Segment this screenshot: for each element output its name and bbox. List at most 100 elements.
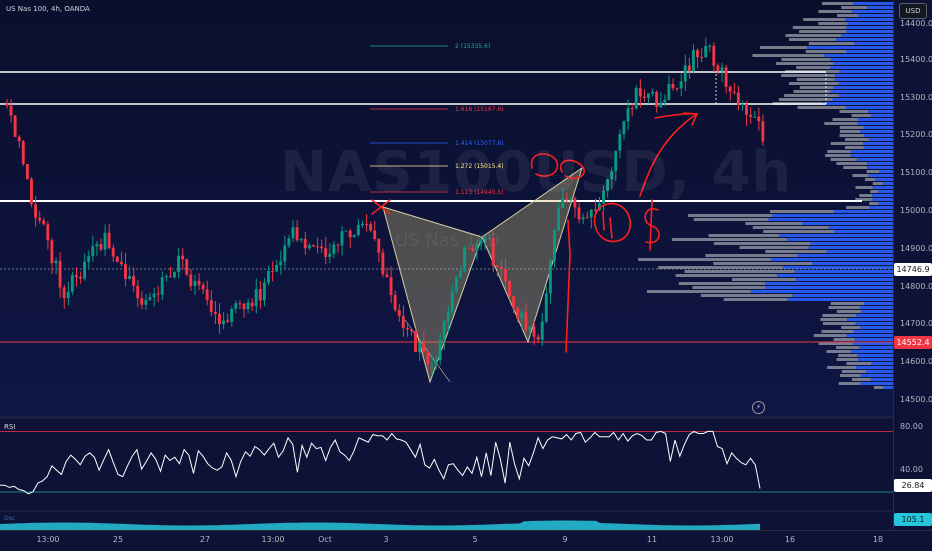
annotation-line — [565, 219, 571, 353]
volume-profile-bar — [833, 210, 893, 213]
candle — [356, 224, 360, 236]
volume-profile-bar — [825, 154, 851, 157]
candle — [197, 280, 201, 285]
candle — [520, 312, 524, 319]
volume-profile-bar — [838, 82, 893, 85]
candle — [336, 244, 340, 246]
volume-profile-bar — [869, 202, 879, 205]
volume-profile-bar — [794, 270, 893, 273]
candle — [581, 217, 585, 220]
volume-profile-bar — [826, 250, 893, 253]
volume-profile-bar — [764, 282, 893, 285]
symbol-title[interactable]: US Nas 100, 4h, OANDA — [6, 5, 90, 13]
candle — [516, 307, 520, 319]
time-label: 11 — [646, 535, 658, 544]
volume-profile-bar — [841, 6, 868, 9]
candle — [254, 289, 258, 307]
volume-profile-bar — [859, 346, 893, 349]
candle — [544, 293, 548, 322]
candle — [389, 277, 393, 296]
candle — [553, 230, 556, 261]
volume-profile-bar — [836, 310, 861, 313]
volume-profile-bar — [770, 210, 834, 213]
volume-profile-bar — [867, 162, 893, 165]
oscillator-value-tag: 105.1 — [894, 513, 932, 526]
oscillator-pane[interactable]: Osc — [0, 512, 893, 530]
candle — [728, 86, 732, 92]
volume-profile-bar — [857, 118, 893, 121]
volume-profile-bar — [784, 94, 839, 97]
volume-profile-bar — [866, 370, 893, 373]
volume-profile-bar — [845, 106, 893, 109]
time-label: 3 — [383, 535, 389, 544]
candle — [508, 281, 511, 297]
volume-profile-bar — [684, 270, 795, 273]
volume-profile-bar — [828, 306, 861, 309]
candle — [577, 207, 581, 220]
volume-profile-bar — [838, 382, 861, 385]
rsi-axis-label: 80.00 — [900, 422, 923, 431]
price-axis[interactable]: USD 15400.0 15300.0 15200.0 15100.0 1500… — [893, 0, 932, 530]
volume-profile-bar — [658, 266, 784, 269]
main-chart-pane[interactable]: NAS100USD, 4h US Nas 100 US Nas 100, 4h,… — [0, 0, 893, 416]
volume-profile-bar — [713, 262, 813, 265]
candle — [430, 363, 434, 365]
time-axis[interactable]: 13:00 25 27 13:00 Oct 3 5 9 11 13:00 16 … — [0, 530, 932, 551]
symbol-watermark-name: US Nas 100 — [395, 230, 500, 251]
volume-profile-bar — [787, 298, 893, 301]
candle — [365, 223, 368, 225]
volume-profile-bar — [802, 222, 893, 225]
candle — [414, 331, 417, 353]
candle — [74, 275, 78, 278]
volume-profile-bar — [752, 226, 829, 229]
candle — [119, 261, 123, 265]
candle — [42, 220, 46, 225]
candle — [712, 45, 716, 66]
volume-profile-bar — [678, 282, 765, 285]
candle — [454, 277, 458, 292]
time-label: 13:00 — [710, 535, 734, 544]
annotation-text-1 — [602, 211, 613, 239]
pane-separator[interactable] — [0, 416, 932, 419]
candle — [528, 326, 532, 330]
volume-profile-bar — [850, 150, 893, 153]
candle — [181, 255, 185, 260]
volume-profile-bar — [866, 170, 880, 173]
symbol-watermark: NAS100USD, 4h — [280, 140, 793, 205]
rsi-title[interactable]: RSI — [4, 423, 16, 431]
rsi-pane[interactable]: RSI — [0, 420, 893, 510]
volume-profile-bar — [832, 98, 893, 101]
volume-profile-bar — [828, 226, 893, 229]
time-label: Oct — [318, 535, 332, 544]
volume-profile-bar — [858, 358, 893, 361]
price-label: 15200.0 — [900, 130, 932, 139]
annotation-underline — [654, 112, 698, 119]
volume-profile-bar — [863, 142, 893, 145]
volume-profile-bar — [799, 86, 834, 89]
candle — [761, 121, 765, 142]
candle — [573, 198, 577, 208]
volume-profile-bar — [713, 242, 811, 245]
currency-button[interactable]: USD — [899, 3, 927, 19]
candle — [565, 198, 569, 200]
volume-profile-bar — [796, 78, 835, 81]
candle — [30, 179, 33, 205]
pane-separator-2[interactable] — [0, 510, 932, 512]
candle — [115, 256, 119, 262]
time-label: 9 — [562, 535, 568, 544]
volume-profile-bar — [834, 78, 893, 81]
candle — [687, 65, 691, 72]
price-chart[interactable] — [0, 0, 893, 416]
oscillator-title[interactable]: Osc — [4, 515, 16, 522]
candle — [634, 88, 638, 109]
annotation-circle — [593, 202, 631, 243]
lightning-icon[interactable]: ⚡ — [752, 401, 765, 414]
volume-profile-bar — [777, 274, 893, 277]
range-box — [715, 71, 827, 105]
candle — [569, 198, 573, 200]
candle — [79, 277, 82, 279]
candle — [483, 238, 487, 241]
candle — [467, 247, 471, 249]
volume-profile-bar — [824, 54, 893, 57]
volume-profile-bar — [867, 6, 893, 9]
